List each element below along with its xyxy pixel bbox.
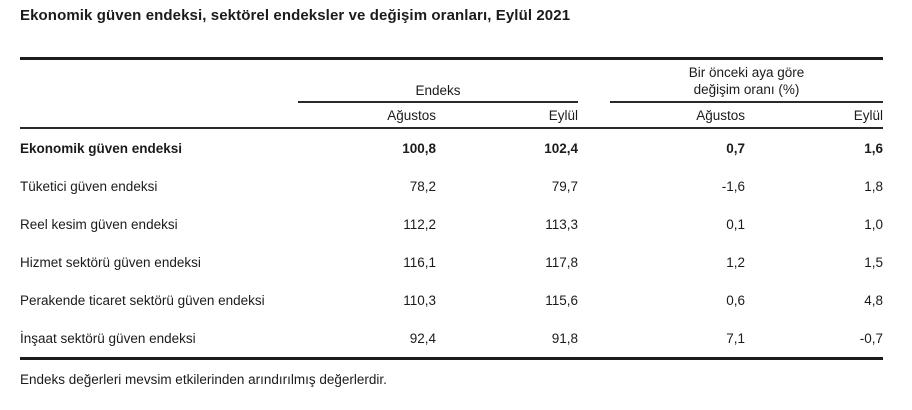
cell-value: 92,4 <box>409 330 436 346</box>
table-row: Hizmet sektörü güven endeksi 116,1 117,8… <box>20 243 883 281</box>
cell-value: 110,3 <box>403 292 436 308</box>
subheader-endeks-agustos: Ağustos <box>387 107 436 123</box>
table-row: Perakende ticaret sektörü güven endeksi … <box>20 281 883 319</box>
cell-value: 100,8 <box>402 140 436 156</box>
cell-value: 78,2 <box>409 178 436 194</box>
row-label: Perakende ticaret sektörü güven endeksi <box>20 292 265 308</box>
cell-value: 91,8 <box>551 330 578 346</box>
table-footnote: Endeks değerleri mevsim etkilerinden arı… <box>20 372 387 387</box>
table-row: İnşaat sektörü güven endeksi 92,4 91,8 7… <box>20 319 883 357</box>
group-header-endeks: Endeks <box>298 60 578 103</box>
table-row: Tüketici güven endeksi 78,2 79,7 -1,6 1,… <box>20 167 883 205</box>
cell-value: 1,5 <box>864 254 883 270</box>
group-header-spacer <box>20 60 298 103</box>
cell-value: 113,3 <box>545 216 578 232</box>
subheader-change-eylul: Eylül <box>853 107 883 123</box>
cell-value: 102,4 <box>544 140 578 156</box>
page-title: Ekonomik güven endeksi, sektörel endeksl… <box>20 7 571 24</box>
group-header-change-label: Bir önceki aya göre değişim oranı (%) <box>610 64 883 103</box>
row-label: Reel kesim güven endeksi <box>20 216 178 232</box>
cell-value: 1,8 <box>864 178 883 194</box>
table-row: Ekonomik güven endeksi 100,8 102,4 0,7 1… <box>20 129 883 167</box>
cell-value: 1,0 <box>864 216 883 232</box>
row-label: İnşaat sektörü güven endeksi <box>20 330 196 346</box>
table-group-header-row: Endeks Bir önceki aya göre değişim oranı… <box>20 60 883 103</box>
cell-value: 1,2 <box>726 254 745 270</box>
row-label: Ekonomik güven endeksi <box>20 140 183 156</box>
subheader-change-agustos: Ağustos <box>696 107 745 123</box>
cell-value: 112,2 <box>403 216 436 232</box>
group-header-change-line2: değişim oranı (%) <box>693 82 800 97</box>
group-header-change-line1: Bir önceki aya göre <box>688 65 805 80</box>
group-header-change: Bir önceki aya göre değişim oranı (%) <box>578 60 883 103</box>
table-row: Reel kesim güven endeksi 112,2 113,3 0,1… <box>20 205 883 243</box>
row-label: Tüketici güven endeksi <box>20 178 158 194</box>
economic-confidence-table: Endeks Bir önceki aya göre değişim oranı… <box>20 57 883 360</box>
cell-value: 7,1 <box>726 330 745 346</box>
cell-value: 79,7 <box>551 178 578 194</box>
cell-value: 4,8 <box>864 292 883 308</box>
cell-value: 0,7 <box>726 140 745 156</box>
table-subheader-row: Ağustos Eylül Ağustos Eylül <box>20 103 883 129</box>
group-header-endeks-label: Endeks <box>415 83 461 98</box>
cell-value: 1,6 <box>864 140 883 156</box>
cell-value: 0,6 <box>726 292 745 308</box>
cell-value: -1,6 <box>721 178 745 194</box>
row-label: Hizmet sektörü güven endeksi <box>20 254 201 270</box>
subheader-endeks-eylul: Eylül <box>548 107 578 123</box>
cell-value: -0,7 <box>859 330 883 346</box>
cell-value: 116,1 <box>403 254 436 270</box>
cell-value: 117,8 <box>545 254 578 270</box>
cell-value: 0,1 <box>726 216 745 232</box>
cell-value: 115,6 <box>545 292 578 308</box>
